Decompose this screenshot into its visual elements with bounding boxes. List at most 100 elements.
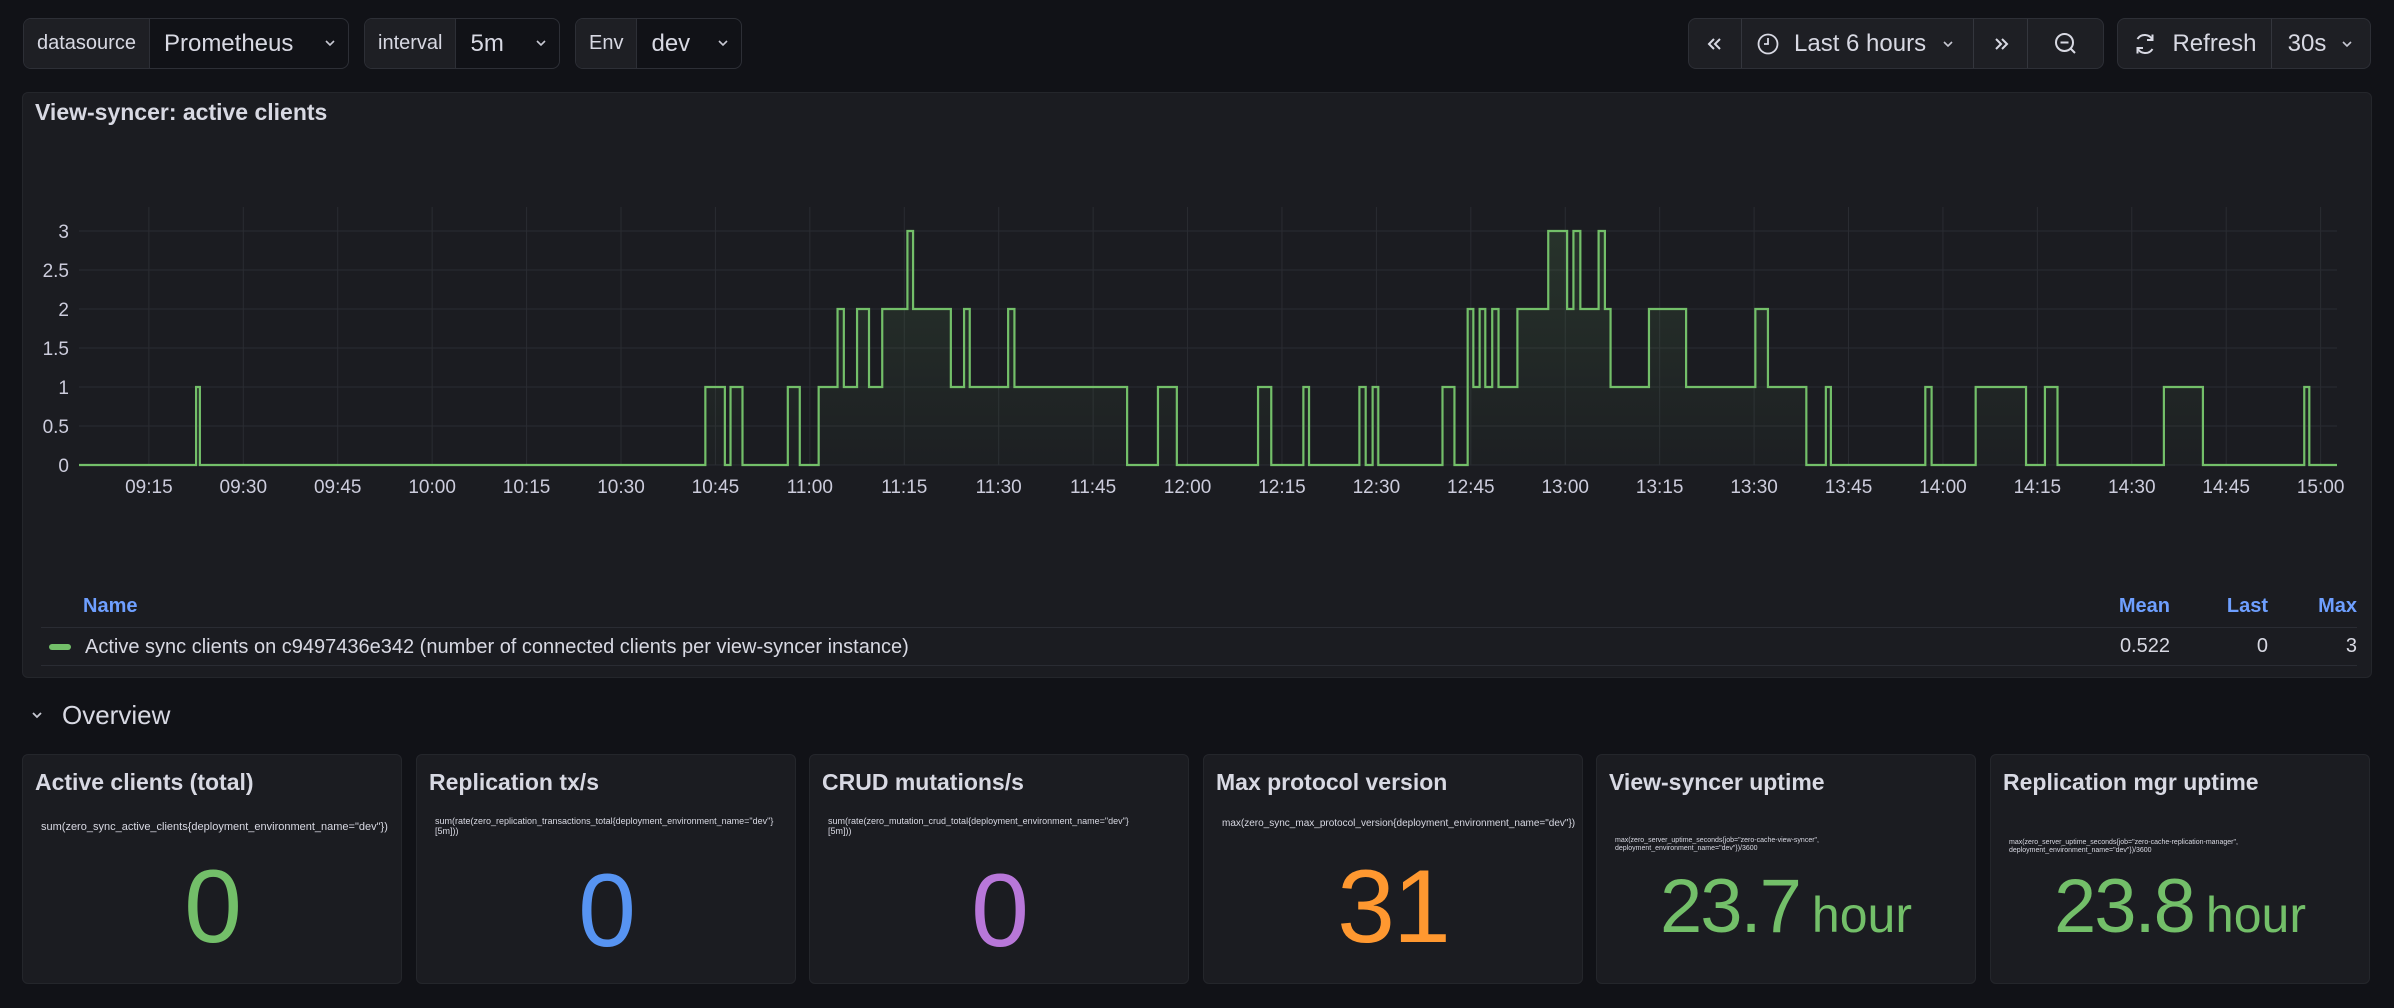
legend-series-name[interactable]: Active sync clients on c9497436e342 (num… xyxy=(85,635,909,658)
x-tick-label: 15:00 xyxy=(2297,477,2345,498)
y-tick-label: 2 xyxy=(58,300,69,321)
variable-select[interactable]: dev xyxy=(637,19,741,68)
y-tick-label: 1 xyxy=(58,378,69,399)
row-title[interactable]: Overview xyxy=(62,700,171,730)
variable-interval[interactable]: interval 5m xyxy=(364,18,560,69)
legend-header-name[interactable]: Name xyxy=(83,595,138,617)
legend-item[interactable]: Active sync clients on c9497436e342 (num… xyxy=(41,629,2357,665)
panel-title[interactable]: Active clients (total) xyxy=(35,769,254,795)
x-tick-label: 09:45 xyxy=(314,477,362,498)
zoom-out-time-button[interactable] xyxy=(2028,19,2103,68)
stat-query: sum(rate(zero_replication_transactions_t… xyxy=(435,816,774,837)
variable-label: datasource xyxy=(24,19,150,68)
clock-icon xyxy=(1756,32,1780,56)
panel-title[interactable]: CRUD mutations/s xyxy=(822,769,1024,795)
variable-select[interactable]: 5m xyxy=(456,19,559,68)
x-tick-label: 13:45 xyxy=(1825,477,1873,498)
variable-value: 5m xyxy=(470,29,504,57)
variable-select[interactable]: Prometheus xyxy=(150,19,348,68)
chevron-down-icon xyxy=(323,38,335,49)
x-tick-label: 14:30 xyxy=(2108,477,2156,498)
variable-value: dev xyxy=(651,29,691,57)
x-tick-label: 14:00 xyxy=(1919,477,1967,498)
x-tick-label: 10:45 xyxy=(692,477,740,498)
refresh-button[interactable]: Refresh xyxy=(2118,19,2272,68)
stat-panel-max-protocol-version: Max protocol version max(zero_sync_max_p… xyxy=(1203,754,1583,984)
stat-number: 0 xyxy=(578,853,636,969)
x-tick-label: 09:30 xyxy=(220,477,268,498)
x-tick-label: 11:15 xyxy=(881,477,927,498)
x-tick-label: 12:15 xyxy=(1258,477,1306,498)
y-axis: 0 0.5 1 1.5 2 2.5 3 xyxy=(43,222,69,477)
x-axis: 09:15 09:30 09:45 10:00 10:15 10:30 10:45 11:00… xyxy=(125,477,2344,498)
stat-value: 0 xyxy=(23,855,401,959)
x-tick-label: 13:30 xyxy=(1730,477,1778,498)
legend-divider xyxy=(41,627,2357,628)
x-tick-label: 12:00 xyxy=(1164,477,1212,498)
x-tick-label: 13:00 xyxy=(1541,477,1589,498)
stat-value: 0 xyxy=(810,859,1188,963)
legend-last-value: 0 xyxy=(2256,635,2268,657)
y-tick-label: 2.5 xyxy=(43,261,69,282)
legend-header-mean[interactable]: Mean xyxy=(2118,595,2170,617)
chevron-down-icon[interactable] xyxy=(30,707,44,725)
chevron-down-icon xyxy=(534,38,546,49)
stat-panel-replication-mgr-uptime: Replication mgr uptime max(zero_server_u… xyxy=(1990,754,2370,984)
dashboard-toolbar: datasource Prometheus interval 5m Env de… xyxy=(0,0,2394,86)
time-range-controls: Last 6 hours xyxy=(1688,18,2104,69)
panel-title[interactable]: Replication mgr uptime xyxy=(2003,769,2259,795)
shift-time-forward-button[interactable] xyxy=(1974,19,2028,68)
stat-panel-crud-mutations: CRUD mutations/s sum(rate(zero_mutation_… xyxy=(809,754,1189,984)
refresh-interval-picker[interactable]: 30s xyxy=(2272,19,2370,68)
x-tick-label: 11:30 xyxy=(976,477,1022,498)
row-overview[interactable]: Overview xyxy=(30,700,170,731)
variable-label: interval xyxy=(365,19,457,68)
chevron-down-icon xyxy=(716,38,728,49)
stat-number: 0 xyxy=(184,849,242,965)
panel-title[interactable]: Replication tx/s xyxy=(429,769,599,795)
variable-env[interactable]: Env dev xyxy=(575,18,742,69)
x-tick-label: 10:15 xyxy=(503,477,551,498)
timeseries-panel: View-syncer: active clients 0 0.5 1 1.5 2 2.5… xyxy=(22,92,2372,678)
legend-mean-value: 0.522 xyxy=(2119,635,2170,657)
y-tick-label: 3 xyxy=(58,222,69,243)
x-tick-label: 10:00 xyxy=(408,477,456,498)
stat-value: 23.7 hour xyxy=(1597,869,1975,945)
y-tick-label: 1.5 xyxy=(43,339,69,360)
series-line[interactable] xyxy=(79,229,2337,467)
x-tick-label: 13:15 xyxy=(1636,477,1684,498)
stat-number: 31 xyxy=(1337,849,1451,965)
legend-max-value: 3 xyxy=(2345,635,2357,657)
panel-title[interactable]: View-syncer uptime xyxy=(1609,769,1825,795)
stat-value: 0 xyxy=(417,859,795,963)
variable-label: Env xyxy=(576,19,638,68)
x-tick-label: 14:15 xyxy=(2014,477,2062,498)
stat-panel-view-syncer-uptime: View-syncer uptime max(zero_server_uptim… xyxy=(1596,754,1976,984)
time-range-picker[interactable]: Last 6 hours xyxy=(1742,19,1974,68)
stat-number: 0 xyxy=(971,853,1029,969)
x-tick-label: 11:00 xyxy=(787,477,833,498)
stat-unit: hour xyxy=(2205,887,2306,943)
shift-time-back-button[interactable] xyxy=(1689,19,1742,68)
x-tick-label: 14:45 xyxy=(2202,477,2250,498)
chevron-down-icon xyxy=(1941,39,1955,49)
stat-panel-active-clients: Active clients (total) sum(zero_sync_act… xyxy=(22,754,402,984)
variable-datasource[interactable]: datasource Prometheus xyxy=(23,18,349,69)
panel-title[interactable]: View-syncer: active clients xyxy=(35,99,328,125)
variable-value: Prometheus xyxy=(163,29,294,57)
stat-query: max(zero_sync_max_protocol_version{deplo… xyxy=(1222,818,1576,829)
stat-value: 23.8 hour xyxy=(1991,869,2369,945)
series-area-fill xyxy=(79,231,2337,465)
stat-number: 23.7 xyxy=(1660,864,1802,949)
legend-header-last[interactable]: Last xyxy=(2226,595,2268,617)
series-color-swatch[interactable] xyxy=(49,644,71,650)
timeseries-chart[interactable]: 0 0.5 1 1.5 2 2.5 3 09:15 09:30 09:45 10:00 10:15 1… xyxy=(23,193,2373,693)
panel-title[interactable]: Max protocol version xyxy=(1216,769,1448,795)
refresh-controls: Refresh 30s xyxy=(2117,18,2371,69)
x-tick-label: 12:45 xyxy=(1447,477,1495,498)
legend-header-max[interactable]: Max xyxy=(2318,595,2357,617)
time-range-label: Last 6 hours xyxy=(1794,29,1927,57)
chevrons-right-icon xyxy=(1991,36,2011,52)
x-tick-label: 11:45 xyxy=(1070,477,1116,498)
chevron-down-icon xyxy=(2340,39,2354,49)
